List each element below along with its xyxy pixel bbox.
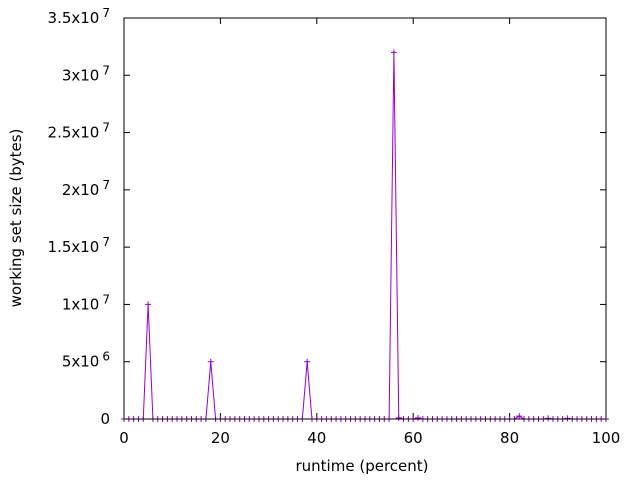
data-point-marker xyxy=(304,358,311,365)
y-tick-exponent: 7 xyxy=(102,292,110,306)
x-tick-label: 20 xyxy=(211,429,230,447)
data-point-marker xyxy=(516,413,523,420)
y-tick-mantissa: 1x10 xyxy=(62,295,100,313)
y-tick-mantissa: 0 xyxy=(100,410,110,428)
y-tick-label: 5x10 6 xyxy=(62,350,110,371)
x-tick-label: 60 xyxy=(404,429,423,447)
y-tick-mantissa: 3x10 xyxy=(62,66,100,84)
y-tick-label: 2x10 7 xyxy=(62,178,110,199)
y-tick-label: 0 xyxy=(100,410,110,428)
data-point-marker xyxy=(207,358,214,365)
y-tick-exponent: 7 xyxy=(102,6,110,20)
y-tick-label: 1x10 7 xyxy=(62,292,110,313)
y-tick-mantissa: 3.5x10 xyxy=(48,9,100,27)
data-point-marker xyxy=(145,301,152,308)
y-tick-label: 2.5x10 7 xyxy=(48,121,110,142)
tick-marks xyxy=(123,17,607,420)
x-tick-labels: 0 20 40 60 80 100 xyxy=(119,429,620,447)
y-axis-label: working set size (bytes) xyxy=(7,129,25,308)
plot-frame xyxy=(123,17,607,420)
y-tick-mantissa: 2.5x10 xyxy=(48,124,100,142)
x-tick-label: 80 xyxy=(500,429,519,447)
y-tick-exponent: 7 xyxy=(102,63,110,77)
y-tick-exponent: 6 xyxy=(102,350,110,364)
data-point-marker xyxy=(545,415,552,422)
x-tick-label: 100 xyxy=(592,429,621,447)
y-tick-mantissa: 2x10 xyxy=(62,181,100,199)
x-tick-label: 40 xyxy=(307,429,326,447)
data-point-marker xyxy=(564,415,571,422)
y-tick-label: 3.5x10 7 xyxy=(48,6,110,27)
y-tick-exponent: 7 xyxy=(102,235,110,249)
series-line xyxy=(124,52,606,420)
data-point-marker xyxy=(395,414,402,421)
y-tick-label: 1.5x10 7 xyxy=(48,235,110,256)
y-tick-exponent: 7 xyxy=(102,121,110,135)
data-point-marker xyxy=(415,414,422,421)
x-axis-label: runtime (percent) xyxy=(296,457,429,475)
y-tick-mantissa: 1.5x10 xyxy=(48,238,100,256)
x-tick-label: 0 xyxy=(119,429,129,447)
y-tick-mantissa: 5x10 xyxy=(62,353,100,371)
series-layer xyxy=(121,49,609,422)
y-tick-label: 3x10 7 xyxy=(62,63,110,84)
y-tick-exponent: 7 xyxy=(102,178,110,192)
data-point-marker xyxy=(390,49,397,56)
